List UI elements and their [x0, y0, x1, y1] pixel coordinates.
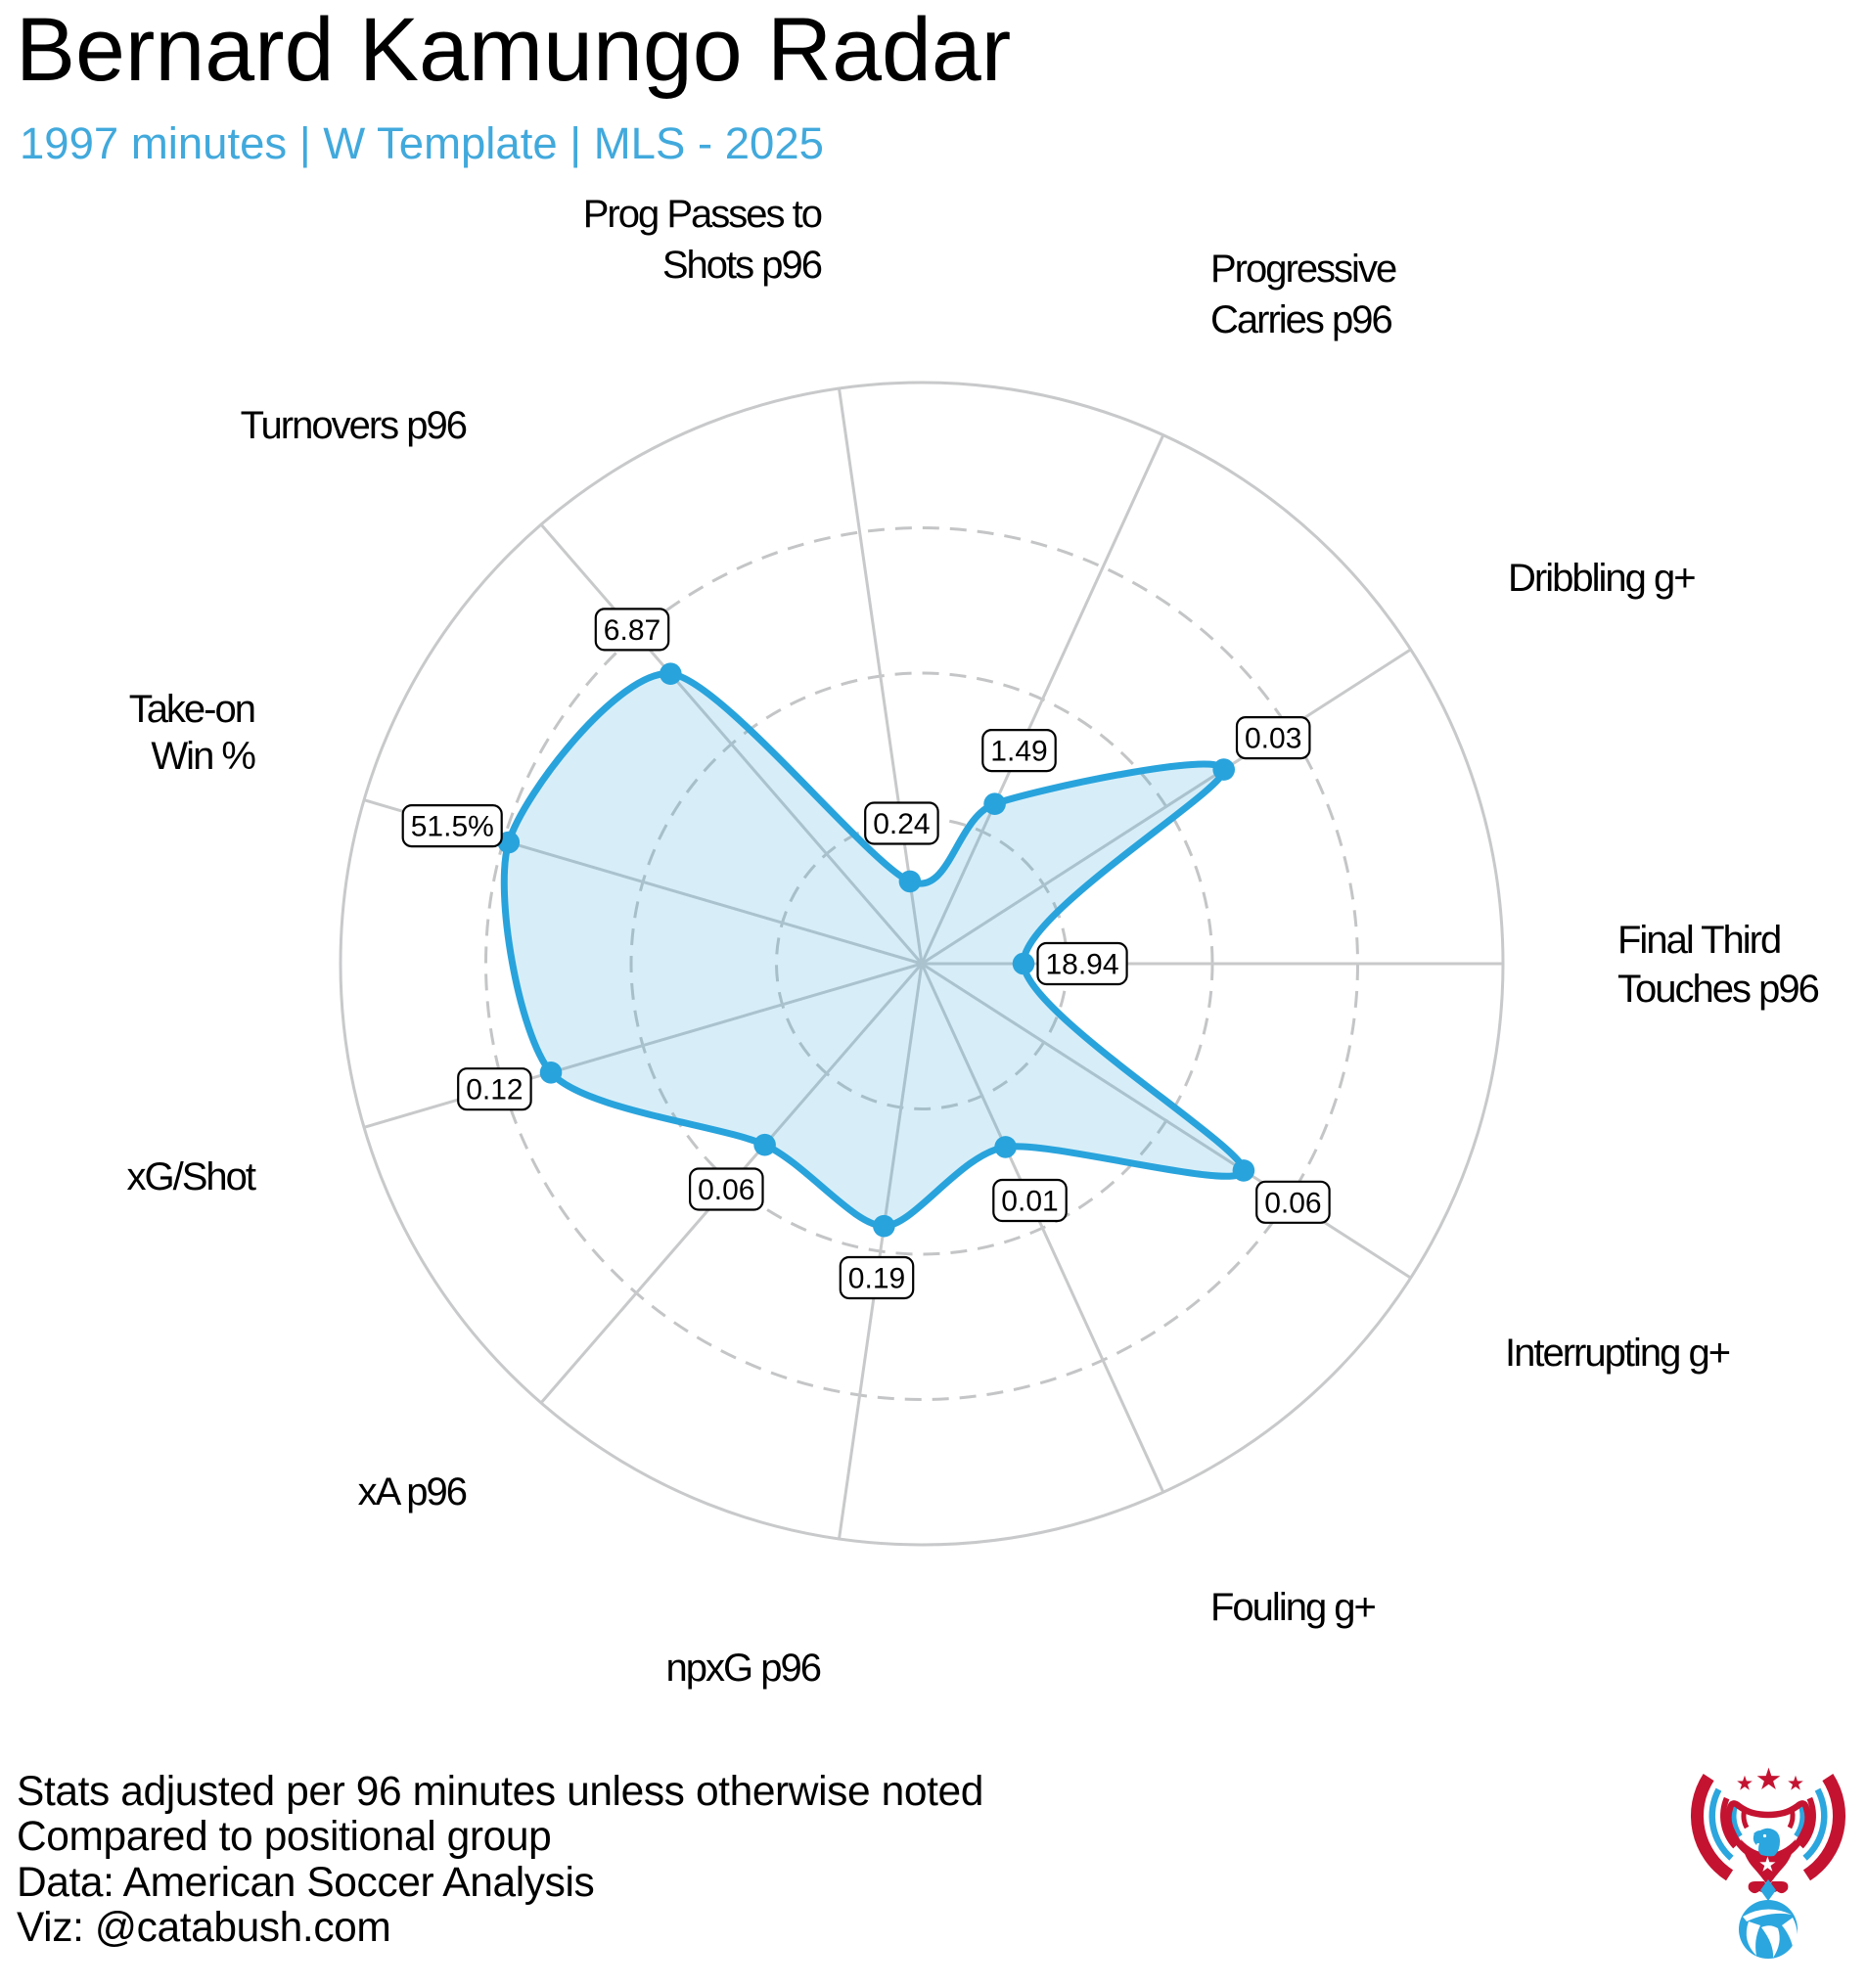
svg-text:Progressive: Progressive [1210, 248, 1396, 291]
svg-text:Turnovers p96: Turnovers p96 [241, 404, 467, 447]
svg-text:0.06: 0.06 [1264, 1187, 1321, 1219]
svg-text:0.03: 0.03 [1245, 723, 1301, 755]
svg-text:Touches p96: Touches p96 [1617, 968, 1819, 1011]
svg-text:Carries p96: Carries p96 [1210, 298, 1392, 341]
svg-text:Data: American Soccer Analysis: Data: American Soccer Analysis [17, 1860, 594, 1906]
svg-text:0.12: 0.12 [466, 1074, 523, 1107]
svg-text:Interrupting g+: Interrupting g+ [1505, 1332, 1730, 1375]
svg-text:6.87: 6.87 [604, 614, 660, 647]
svg-text:18.94: 18.94 [1045, 949, 1118, 981]
svg-text:0.19: 0.19 [848, 1263, 905, 1295]
svg-text:Fouling g+: Fouling g+ [1210, 1586, 1376, 1629]
svg-text:0.24: 0.24 [873, 808, 930, 840]
svg-text:0.01: 0.01 [1001, 1186, 1058, 1218]
svg-text:51.5%: 51.5% [411, 811, 494, 843]
svg-text:Shots p96: Shots p96 [662, 244, 822, 287]
svg-text:0.06: 0.06 [698, 1174, 754, 1206]
svg-text:Compared to positional group: Compared to positional group [17, 1814, 551, 1860]
svg-text:Stats adjusted per 96 minutes: Stats adjusted per 96 minutes unless oth… [17, 1769, 983, 1815]
svg-text:Take-on: Take-on [129, 688, 254, 731]
svg-text:Prog Passes to: Prog Passes to [583, 193, 822, 236]
svg-text:Dribbling g+: Dribbling g+ [1508, 557, 1695, 600]
svg-text:1997 minutes | W Template | ML: 1997 minutes | W Template | MLS - 2025 [20, 118, 824, 168]
svg-text:xG/Shot: xG/Shot [126, 1155, 255, 1198]
svg-text:Win %: Win % [151, 735, 255, 778]
svg-text:Viz: @catabush.com: Viz: @catabush.com [17, 1905, 390, 1951]
svg-text:1.49: 1.49 [990, 736, 1047, 768]
svg-text:npxG p96: npxG p96 [666, 1647, 821, 1690]
svg-text:xA p96: xA p96 [358, 1470, 467, 1514]
svg-text:Bernard Kamungo Radar: Bernard Kamungo Radar [16, 0, 1011, 100]
svg-text:Final Third: Final Third [1617, 919, 1780, 962]
